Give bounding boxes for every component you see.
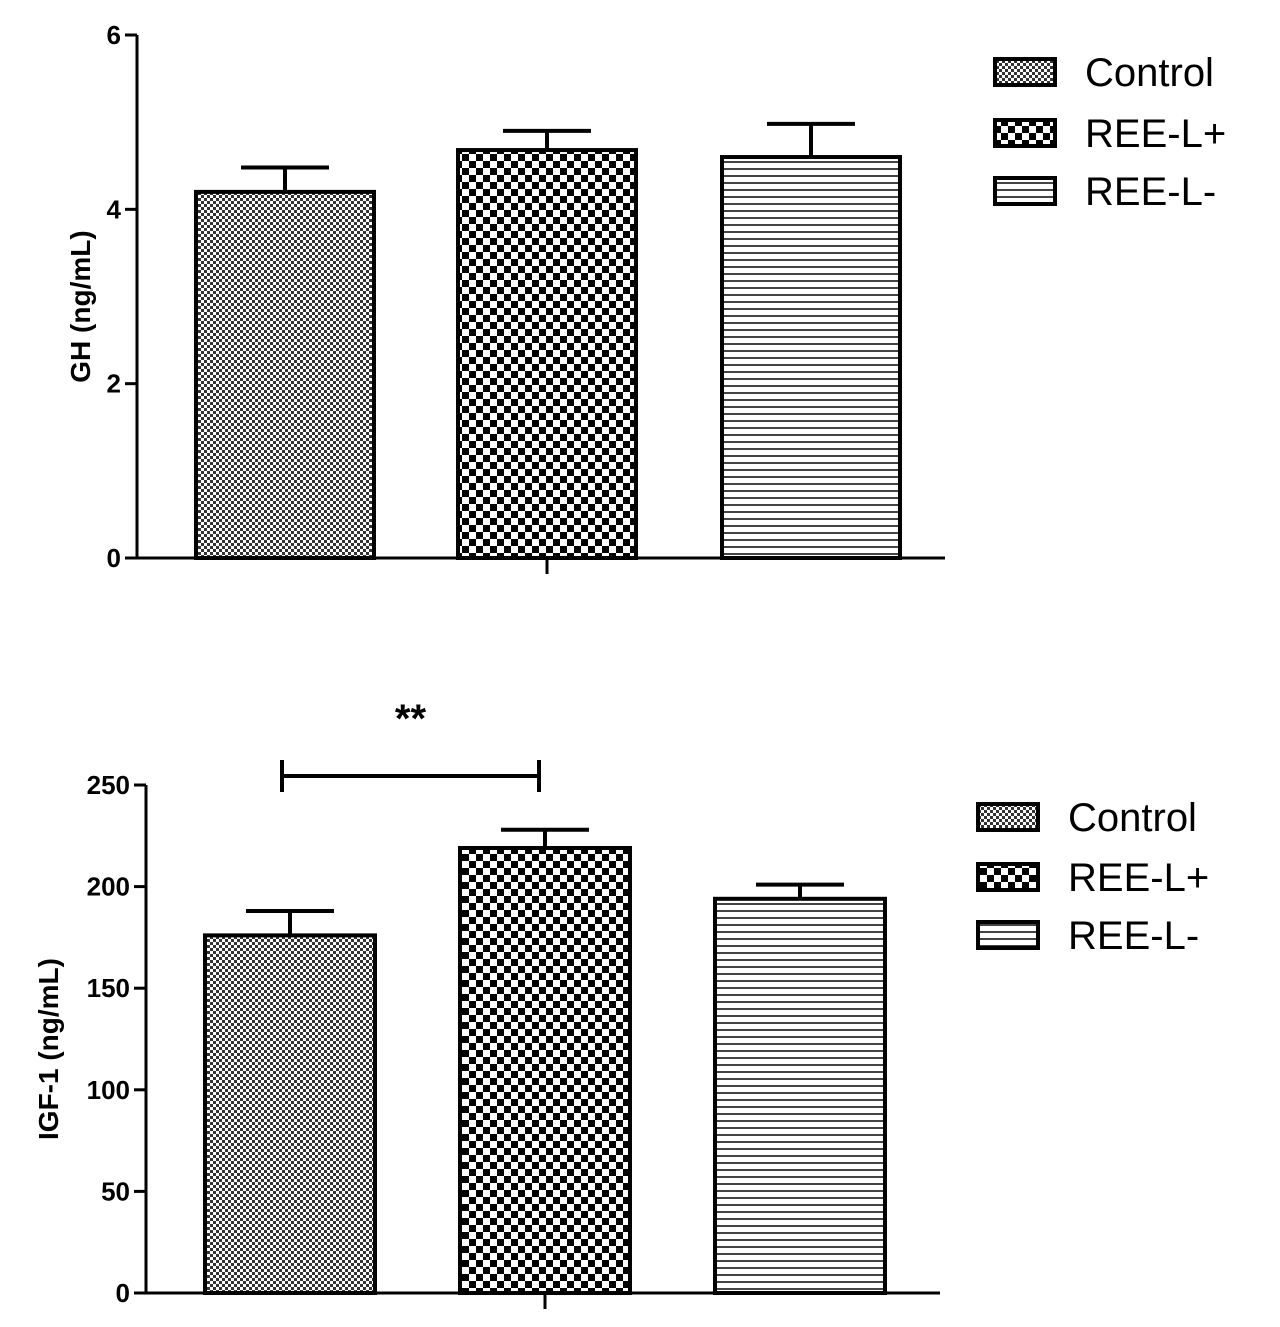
y-tick-label: 2 — [107, 369, 121, 399]
legend-label: REE-L+ — [1068, 856, 1209, 900]
y-tick-label: 100 — [87, 1075, 130, 1105]
y-tick-label: 0 — [107, 543, 121, 573]
bar-ree-l- — [713, 896, 887, 1295]
legend-swatch — [976, 862, 1040, 892]
legend-label: REE-L+ — [1085, 112, 1226, 156]
gh-chart-panel: 0 2 4 6 GH (ng/mL) Control REE-L+ REE-L- — [65, 20, 1226, 574]
bar-control — [203, 933, 377, 1295]
y-tick-label: 150 — [87, 973, 130, 1003]
legend-label: Control — [1068, 796, 1197, 840]
bar-control — [194, 189, 376, 560]
legend-swatch — [993, 57, 1057, 87]
legend-swatch — [976, 920, 1040, 950]
y-tick-label: 200 — [87, 872, 130, 902]
legend-label: REE-L- — [1068, 914, 1199, 958]
y-tick-label: 6 — [107, 20, 121, 50]
legend-label: REE-L- — [1085, 170, 1216, 214]
y-tick-label: 50 — [101, 1176, 130, 1206]
legend-swatch — [976, 802, 1040, 832]
y-tick-label: 0 — [116, 1278, 130, 1308]
bar-ree-l- — [720, 155, 902, 561]
y-tick-label: 4 — [107, 194, 122, 224]
bar-ree-l- — [456, 148, 638, 560]
bar-ree-l- — [458, 845, 632, 1295]
legend-swatch — [993, 118, 1057, 148]
igf1-chart-panel: 0 50 100 150 200 250 IGF-1 (ng/mL) Control REE-L… — [33, 697, 1209, 1309]
y-axis-label: IGF-1 (ng/mL) — [33, 958, 64, 1140]
y-axis-label: GH (ng/mL) — [65, 230, 96, 382]
significance-label: ** — [395, 697, 427, 741]
legend-swatch — [993, 176, 1057, 206]
legend-label: Control — [1085, 51, 1214, 95]
y-tick-label: 250 — [87, 770, 130, 800]
